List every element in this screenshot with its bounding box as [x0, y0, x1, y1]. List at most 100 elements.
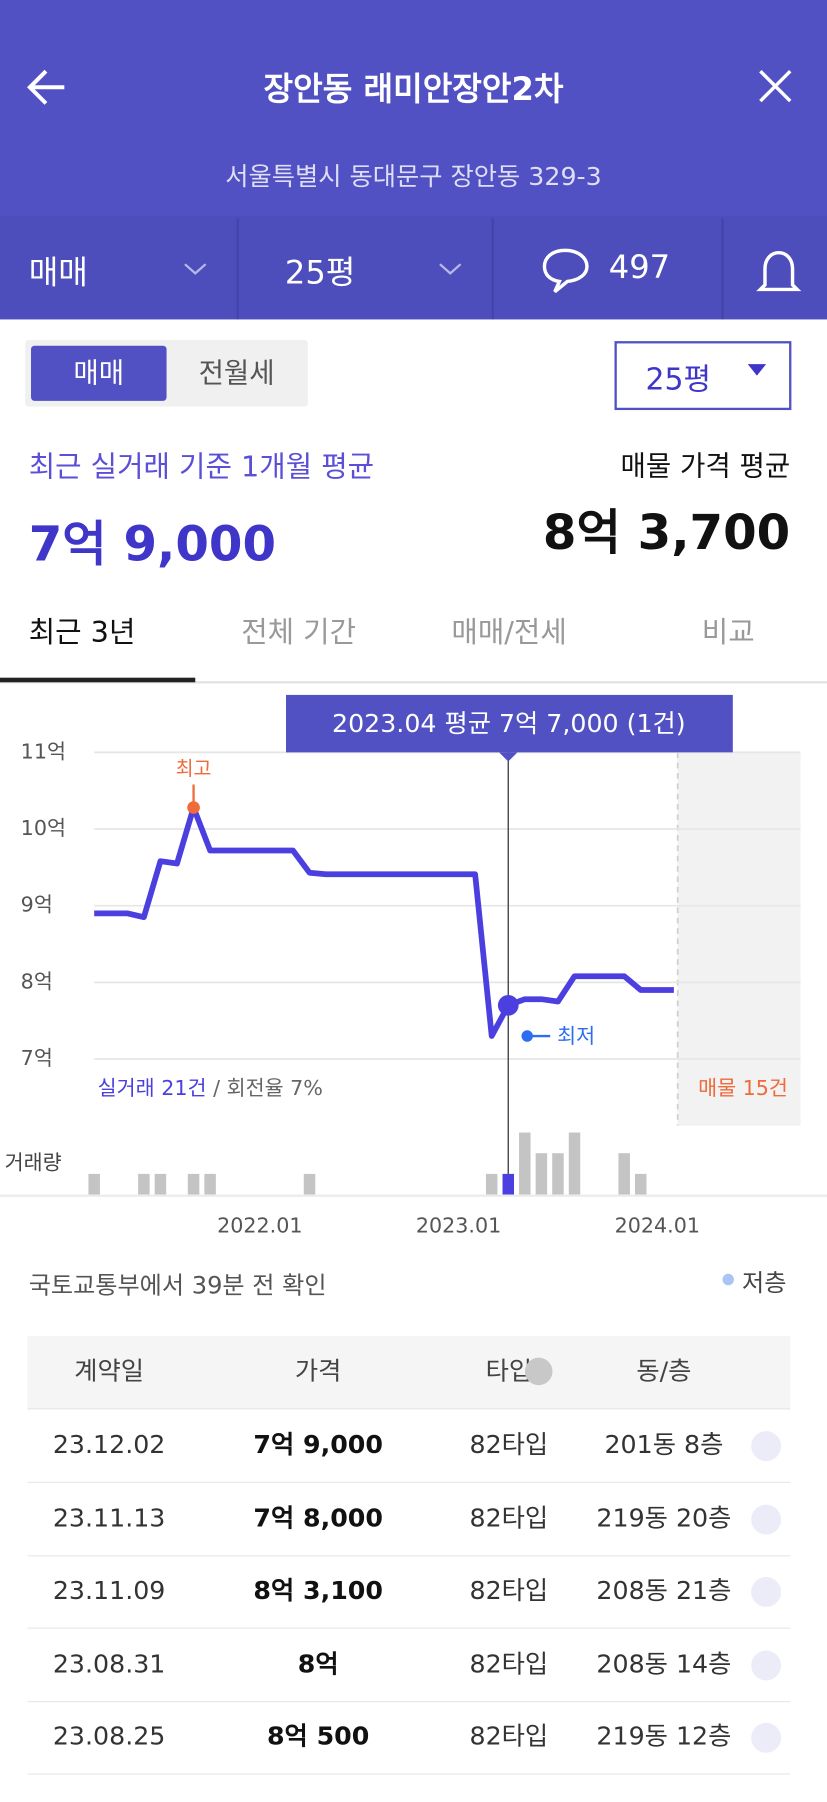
- row-arrow[interactable]: [751, 1577, 782, 1607]
- legend-label: 저층: [742, 1269, 787, 1297]
- tooltip-text: 2023.04 평균 7억 7,000 (1건): [332, 709, 686, 738]
- stats-count: 실거래 21건: [98, 1076, 207, 1100]
- table-cell: 82타입: [469, 1649, 549, 1679]
- toggle-option-active[interactable]: 매매: [31, 345, 167, 401]
- page-title: 장안동 래미안장안2차: [263, 70, 564, 108]
- stats: 실거래 21건 / 회전율 7%: [98, 1076, 323, 1100]
- table-cell: 8억 3,100: [253, 1577, 383, 1606]
- low-label: 최저: [557, 1024, 595, 1048]
- table-header: 계약일 가격 타입 동/층: [27, 1335, 791, 1410]
- tab[interactable]: 전체 기간: [241, 615, 357, 649]
- column-header: 계약일: [74, 1357, 144, 1387]
- chevron: [184, 263, 207, 275]
- table-cell: 7억 8,000: [253, 1504, 383, 1533]
- divider: [491, 218, 494, 320]
- back-button[interactable]: [25, 64, 71, 110]
- recent-label: 최근 실거래 기준 1개월 평균: [28, 450, 375, 484]
- table-row[interactable]: 23.08.31 8억 82타입 208동 14층: [27, 1628, 791, 1702]
- listing-zone: [677, 752, 801, 1126]
- table-cell: 82타입: [469, 1722, 549, 1752]
- table-row[interactable]: 23.11.09 8억 3,100 82타입 208동 21층: [27, 1555, 791, 1629]
- table-cell: 82타입: [469, 1577, 549, 1606]
- size-select[interactable]: [614, 341, 792, 411]
- tooltip-box: [286, 694, 733, 753]
- low-point: [521, 1030, 533, 1042]
- table-cell: 8억: [297, 1649, 339, 1679]
- volume-bar: [568, 1132, 581, 1195]
- comment-icon[interactable]: [540, 246, 591, 297]
- volume-bar: [138, 1173, 150, 1195]
- listings-label: 매물 15건: [698, 1076, 788, 1100]
- table-cell: 82타입: [469, 1504, 549, 1533]
- selected-point: [497, 995, 519, 1016]
- listing-label: 매물 가격 평균: [620, 450, 791, 483]
- volume-bar: [635, 1173, 647, 1195]
- y-tick-label: 7억: [21, 1046, 53, 1070]
- column-header: 타입: [485, 1357, 533, 1387]
- high-label: 최고: [176, 757, 212, 780]
- row-arrow[interactable]: [751, 1431, 782, 1462]
- toolbar: [0, 215, 827, 320]
- volume-bar: [485, 1173, 498, 1195]
- volume-bar: [618, 1153, 630, 1195]
- divider: [236, 218, 239, 320]
- y-tick-label: 10억: [21, 816, 66, 840]
- update-note: 국토교통부에서 39분 전 확인: [28, 1271, 327, 1300]
- row-arrow[interactable]: [751, 1649, 782, 1680]
- tab-underline: [0, 677, 196, 683]
- listing-price: 8억 3,700: [542, 504, 791, 561]
- table-cell: 23.11.13: [52, 1504, 166, 1533]
- y-tick-label: 9억: [21, 893, 53, 917]
- volume-bar: [535, 1153, 548, 1195]
- volume-bar: [502, 1173, 515, 1195]
- y-tick-label: 8억: [21, 969, 53, 993]
- volume-bar: [303, 1173, 316, 1195]
- recent-price: 7억 9,000: [28, 515, 277, 573]
- size-select-text[interactable]: 25평: [645, 362, 712, 398]
- table-row[interactable]: 23.12.02 7억 9,000 82타입 201동 8층: [27, 1409, 791, 1483]
- help-icon: [524, 1357, 553, 1386]
- table-row[interactable]: 23.11.13 7억 8,000 82타입 219동 20층: [27, 1482, 791, 1556]
- table-row[interactable]: 23.08.25 8억 500 82타입 219동 12층: [27, 1701, 791, 1775]
- trade-table: 계약일 가격 타입 동/층 23.12.02 7억 9,000 82타입 201동 8층 23.…: [0, 1335, 827, 1795]
- tab-active[interactable]: 최근 3년: [28, 615, 136, 649]
- bell-icon[interactable]: [756, 246, 802, 299]
- table-cell: 208동 21층: [596, 1577, 732, 1606]
- tab-divider: [0, 681, 827, 684]
- high-point: [187, 801, 200, 814]
- comment-count[interactable]: 497: [608, 248, 671, 287]
- x-tick-label: 2023.01: [416, 1214, 501, 1238]
- trade-dropdown[interactable]: 매매: [28, 253, 88, 292]
- row-arrow[interactable]: [751, 1504, 782, 1534]
- volume-bar: [187, 1173, 200, 1195]
- volume-bar: [552, 1153, 564, 1195]
- y-tick-label: 11억: [21, 739, 66, 763]
- divider: [721, 218, 724, 320]
- tab[interactable]: 비교: [701, 615, 755, 649]
- close-button[interactable]: [756, 67, 795, 106]
- separator: [0, 1194, 827, 1197]
- table-cell: 8억 500: [266, 1722, 370, 1752]
- volume-label: 거래량: [5, 1151, 62, 1175]
- chevron: [439, 263, 462, 275]
- row-arrow[interactable]: [751, 1722, 782, 1753]
- table-cell: 23.08.31: [52, 1649, 166, 1679]
- table-cell: 219동 12층: [596, 1722, 732, 1752]
- tab[interactable]: 매매/전세: [451, 615, 567, 649]
- volume-bar: [519, 1132, 531, 1195]
- table-cell: 82타입: [469, 1431, 549, 1460]
- stats-rate: / 회전율 7%: [207, 1076, 323, 1100]
- legend-dot: [722, 1273, 734, 1286]
- table-cell: 23.11.09: [52, 1577, 166, 1606]
- toggle-option[interactable]: 전월세: [198, 357, 275, 390]
- size-dropdown[interactable]: 25평: [284, 253, 356, 292]
- table-cell: 23.12.02: [52, 1431, 166, 1460]
- x-tick-label: 2022.01: [217, 1214, 302, 1238]
- column-header: 가격: [294, 1357, 342, 1387]
- x-tick-label: 2024.01: [615, 1214, 700, 1238]
- volume-bar: [88, 1173, 100, 1195]
- price-line: [94, 804, 674, 1039]
- address: 서울특별시 동대문구 장안동 329-3: [225, 163, 602, 192]
- table-cell: 23.08.25: [52, 1722, 166, 1752]
